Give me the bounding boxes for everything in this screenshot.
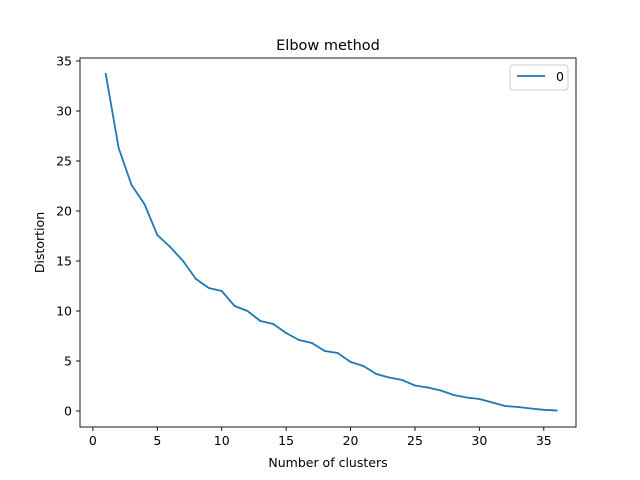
data-point: [336, 352, 339, 354]
legend: 0: [509, 64, 569, 91]
data-point: [542, 408, 545, 411]
y-tick-label: 0: [64, 404, 72, 419]
y-tick-label: 15: [56, 254, 72, 269]
y-tick-label: 5: [64, 354, 72, 369]
data-point: [517, 406, 519, 408]
y-axis-ticks: 0 5 10 15 20 25 30 35: [56, 54, 80, 419]
data-point: [272, 323, 275, 325]
data-point: [452, 394, 455, 396]
y-tick-label: 35: [56, 54, 72, 69]
data-point: [156, 234, 159, 236]
data-point: [362, 365, 365, 367]
data-point: [233, 305, 236, 307]
x-tick-label: 25: [407, 433, 423, 448]
data-point: [117, 147, 120, 149]
data-point: [349, 361, 352, 363]
series-layer: [104, 72, 558, 412]
data-point: [259, 320, 262, 322]
data-point: [388, 376, 391, 379]
x-tick-label: 35: [536, 433, 552, 448]
data-point: [555, 409, 558, 412]
data-point: [504, 405, 507, 407]
x-axis-label: Number of clusters: [268, 455, 387, 470]
data-point: [311, 342, 313, 344]
data-point: [465, 396, 468, 399]
data-point: [478, 398, 481, 400]
x-tick-label: 20: [343, 433, 359, 448]
data-point: [246, 310, 249, 312]
data-point: [401, 379, 403, 381]
data-point: [323, 350, 326, 352]
y-tick-label: 30: [56, 104, 72, 119]
y-tick-label: 25: [56, 154, 72, 169]
data-point: [207, 287, 210, 289]
y-axis-label: Distortion: [32, 212, 47, 273]
x-axis-ticks: 0 5 10 15 20 25 30 35: [89, 427, 552, 448]
plot-area-frame: [79, 57, 577, 428]
data-point: [426, 386, 429, 389]
data-point: [169, 246, 172, 248]
x-tick-label: 30: [471, 433, 487, 448]
y-tick-label: 10: [56, 304, 72, 319]
data-point: [414, 384, 416, 387]
data-point: [143, 203, 146, 205]
data-point: [130, 184, 133, 186]
data-point: [491, 401, 494, 404]
x-tick-label: 0: [89, 433, 97, 448]
data-point: [220, 290, 223, 292]
data-point: [104, 73, 107, 75]
data-point: [182, 260, 184, 262]
y-tick-label: 20: [56, 204, 72, 219]
legend-box: [509, 64, 569, 91]
legend-label-series-0: 0: [556, 69, 564, 84]
x-tick-label: 15: [278, 433, 294, 448]
data-point: [298, 339, 300, 341]
data-point: [195, 278, 197, 280]
series-line-0: [104, 72, 558, 412]
chart-title: Elbow method: [276, 38, 380, 54]
data-point: [439, 389, 442, 392]
data-point: [530, 407, 532, 410]
data-point: [375, 373, 378, 375]
data-point: [285, 332, 288, 334]
x-tick-label: 10: [214, 433, 230, 448]
x-tick-label: 5: [153, 433, 161, 448]
